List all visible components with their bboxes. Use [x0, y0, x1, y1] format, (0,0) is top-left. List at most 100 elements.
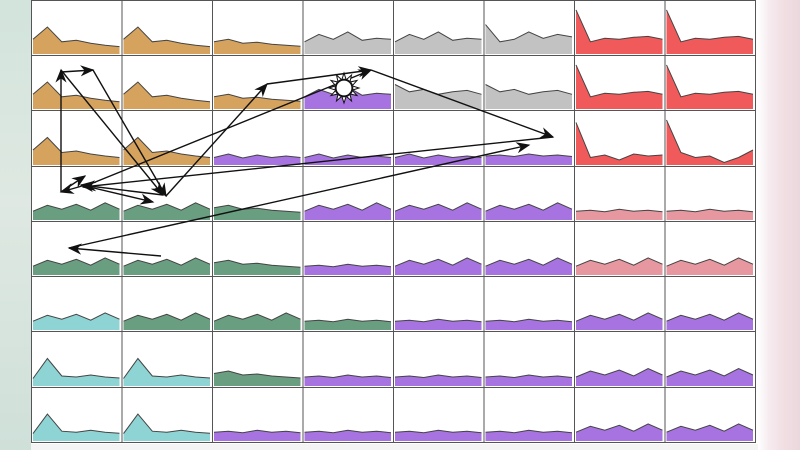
path-arrow: [81, 136, 554, 192]
sparkline-line: [213, 204, 301, 213]
sparkline-line: [485, 153, 573, 158]
sparkline-area: [485, 375, 572, 386]
sparkline-cell: [302, 0, 394, 56]
sparkline-cell: [393, 0, 485, 56]
sparkline-line: [666, 208, 754, 213]
path-arrow: [92, 69, 167, 198]
sparkline-line: [304, 202, 392, 212]
path-arrow: [165, 82, 268, 197]
sparkline-line: [213, 429, 301, 434]
sparkline-line: [666, 9, 754, 43]
sparkline-area: [123, 358, 210, 386]
sparkline-area: [214, 260, 301, 275]
sparkline-line: [485, 202, 573, 212]
sparkline-line: [213, 370, 301, 379]
sparkline-area: [666, 257, 753, 275]
sparkline-line: [666, 64, 754, 98]
sparkline-line: [666, 119, 754, 164]
sparkline-area: [123, 257, 210, 275]
sun-icon: [327, 71, 361, 105]
sparkline-cell: [483, 166, 575, 222]
path-arrow: [82, 69, 373, 188]
sparkline-line: [32, 413, 120, 434]
sparkline-line: [123, 26, 211, 48]
sparkline-line: [575, 64, 663, 98]
sparkline-area: [395, 375, 482, 386]
sparkline-line: [32, 136, 120, 158]
sparkline-area: [304, 264, 391, 275]
sparkline-line: [32, 202, 120, 212]
sparkline-cell: [212, 221, 304, 277]
sparkline-area: [576, 423, 663, 441]
sparkline-area: [304, 319, 391, 330]
sparkline-area: [576, 64, 663, 109]
path-arrow: [370, 69, 555, 138]
sparkline-area: [485, 84, 572, 109]
sparkline-area: [576, 122, 663, 165]
sparkline-cell: [574, 387, 666, 443]
sparkline-cell: [664, 0, 756, 56]
sparkline-line: [666, 367, 754, 378]
sparkline-area: [395, 154, 482, 165]
sparkline-cell: [121, 110, 213, 167]
sparkline-cell: [393, 276, 485, 332]
sparkline-area: [485, 154, 572, 165]
sparkline-line: [666, 312, 754, 322]
sparkline-line: [666, 257, 754, 267]
sparkline-area: [304, 202, 391, 220]
sparkline-area: [666, 120, 753, 165]
sparkline-line: [394, 374, 482, 379]
sparkline-line: [394, 257, 482, 267]
sparkline-line: [666, 423, 754, 433]
sparkline-cell: [121, 276, 213, 332]
sparkline-cell: [121, 0, 213, 56]
sparkline-area: [485, 202, 572, 220]
sparkline-line: [304, 318, 392, 323]
sparkline-line: [213, 259, 301, 268]
sparkline-cell: [574, 276, 666, 332]
sparkline-line: [394, 153, 482, 159]
sparkline-cell: [31, 276, 123, 332]
sparkline-cell: [393, 331, 485, 388]
sparkline-cell: [664, 221, 756, 277]
sparkline-line: [485, 24, 573, 43]
sparkline-area: [576, 257, 663, 275]
sparkline-cell: [121, 55, 213, 111]
sparkline-line: [123, 413, 211, 434]
sparkline-line: [213, 312, 301, 322]
sparkline-line: [32, 257, 120, 267]
sparkline-line: [32, 81, 120, 103]
sparkline-line: [123, 357, 211, 379]
sparkline-area: [395, 202, 482, 220]
sparkline-cell: [212, 55, 304, 111]
path-arrow: [60, 69, 164, 197]
sparkline-area: [395, 430, 482, 441]
sparkline-line: [304, 31, 392, 43]
background-left: [0, 0, 31, 450]
sparkline-cell: [664, 387, 756, 443]
sparkline-area: [33, 257, 120, 275]
sparkline-cell: [393, 166, 485, 222]
sparkline-area: [666, 423, 753, 441]
sparkline-area: [666, 312, 753, 330]
sparkline-cell: [574, 166, 666, 222]
sparkline-area: [33, 358, 120, 386]
sparkline-cell: [393, 387, 485, 443]
sparkline-line: [575, 312, 663, 322]
sparkline-cell: [31, 55, 123, 111]
sparkline-line: [304, 374, 392, 379]
sparkline-area: [304, 375, 391, 386]
sparkline-cell: [483, 0, 575, 56]
sparkline-cell: [31, 166, 123, 222]
sparkline-area: [304, 430, 391, 441]
sparkline-area: [485, 24, 572, 54]
path-arrow: [67, 243, 162, 257]
sparkline-line: [123, 312, 211, 322]
sparkline-area: [33, 414, 120, 441]
sparkline-cell: [574, 55, 666, 111]
sparkline-area: [304, 31, 391, 54]
background-right: [758, 0, 800, 450]
sparkline-line: [485, 429, 573, 434]
sparkline-area: [214, 371, 301, 386]
sparkline-line: [213, 153, 301, 159]
